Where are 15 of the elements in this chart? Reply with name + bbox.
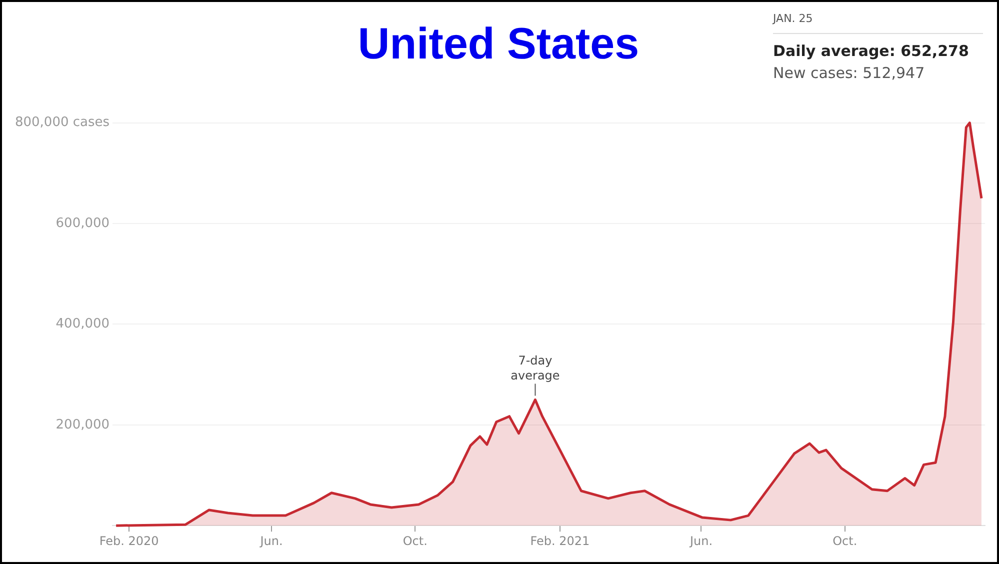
y-tick-label: 800,000 cases	[14, 115, 110, 130]
y-tick-label: 400,000	[56, 316, 110, 332]
y-tick-label: 200,000	[56, 417, 110, 432]
annotation: 7-day average	[510, 354, 560, 383]
text: New cases: 512,947	[773, 64, 926, 82]
x-tick-label: Jun.	[688, 534, 713, 548]
x-tick-label: Feb. 2021	[530, 534, 590, 548]
x-tick-label: Oct.	[402, 534, 428, 548]
x-tick-label: Feb. 2020	[99, 534, 159, 548]
text: JAN. 25	[773, 12, 983, 34]
y-tick-label: 600,000	[56, 216, 110, 231]
chart-title: United States	[358, 20, 640, 69]
text: Daily average: 652,278	[773, 42, 970, 60]
x-tick-label: Oct.	[832, 534, 858, 548]
x-tick-label: Jun.	[259, 534, 283, 548]
